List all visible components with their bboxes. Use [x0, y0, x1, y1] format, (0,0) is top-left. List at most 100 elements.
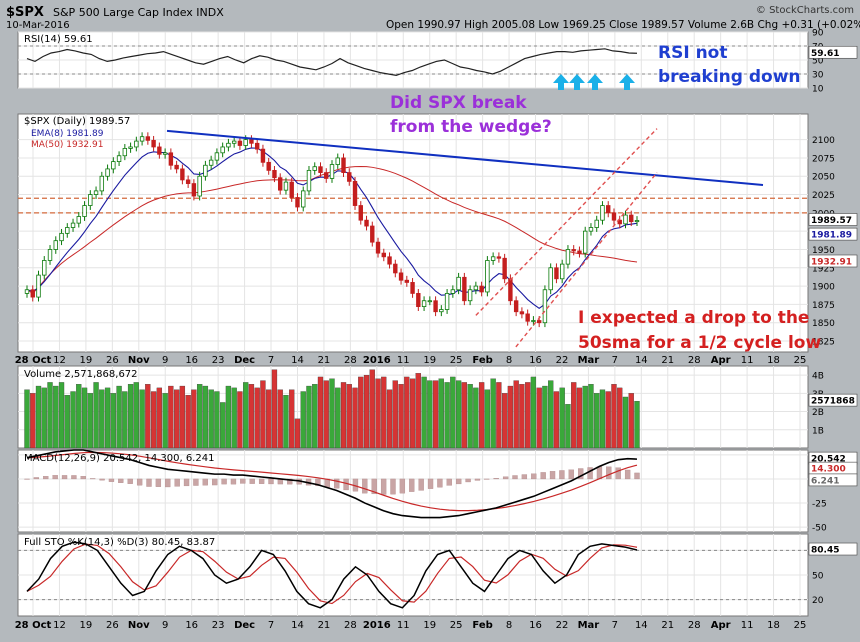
- candle-body: [439, 309, 444, 313]
- x-tick-label: Dec: [234, 355, 255, 366]
- ema-value-label: 1981.89: [811, 231, 852, 241]
- candle-body: [617, 219, 622, 225]
- volume-bar: [300, 391, 306, 449]
- candle-body: [289, 181, 294, 198]
- volume-bar: [375, 378, 381, 449]
- x-tick-label: 7: [268, 620, 274, 631]
- volume-bar: [381, 376, 387, 449]
- up-arrow-icon: [619, 74, 635, 90]
- x-tick-label: 18: [767, 355, 780, 366]
- volume-bar: [444, 382, 450, 449]
- volume-bar: [363, 374, 370, 449]
- x-tick-label: 12: [53, 355, 66, 366]
- x-tick-label: 28: [688, 620, 701, 631]
- volume-bar: [110, 393, 116, 449]
- macd-histogram-bar: [315, 478, 321, 487]
- x-tick-label: 25: [794, 355, 807, 366]
- candle-body: [208, 159, 214, 166]
- macd-histogram-bar: [221, 478, 227, 485]
- volume-bar: [220, 402, 226, 449]
- volume-bar: [196, 384, 203, 449]
- candle-body: [47, 249, 53, 261]
- volume-bar: [64, 395, 70, 449]
- candle-body: [65, 227, 70, 234]
- macd-histogram-bar: [334, 478, 340, 489]
- volume-bar: [553, 391, 560, 449]
- price-value-label: 1989.57: [811, 216, 852, 226]
- candle-body: [588, 227, 594, 232]
- x-tick-label: 7: [612, 620, 618, 631]
- volume-bar: [87, 393, 93, 449]
- candle-body: [370, 225, 375, 243]
- volume-bar: [455, 380, 462, 449]
- candle-body: [634, 220, 640, 223]
- x-tick-label: Mar: [578, 355, 600, 366]
- x-tick-label: 19: [423, 355, 436, 366]
- candle-body: [577, 250, 582, 254]
- x-tick-label: Nov: [128, 620, 150, 631]
- y-tick-label: 1950: [812, 246, 835, 256]
- candle-body: [151, 139, 156, 148]
- rsi-line: [26, 48, 638, 77]
- candle-body: [387, 256, 392, 265]
- macd-histogram-bar: [24, 478, 30, 480]
- candle-body: [611, 212, 617, 221]
- y-tick-label: 30: [812, 71, 824, 81]
- candle-body: [30, 289, 35, 298]
- volume-bar: [122, 391, 128, 449]
- volume-bar: [185, 395, 191, 449]
- candle-body: [444, 293, 450, 310]
- x-tick-label: 28 Oct: [15, 355, 52, 366]
- volume-bar: [317, 376, 324, 449]
- up-arrow-icon: [587, 74, 603, 90]
- volume-bar: [622, 396, 629, 449]
- candle-body: [462, 276, 467, 302]
- candle-body: [398, 272, 404, 281]
- candle-body: [237, 140, 243, 146]
- candle-body: [53, 240, 58, 250]
- volume-bar: [392, 380, 398, 449]
- candle-body: [473, 285, 479, 291]
- volume-bar: [346, 384, 352, 449]
- volume-bar: [145, 384, 151, 449]
- volume-bar: [542, 385, 548, 449]
- volume-bar: [605, 391, 611, 449]
- macd-histogram-bar: [33, 477, 40, 480]
- volume-bar: [254, 387, 260, 449]
- volume-bar: [104, 387, 111, 449]
- y-tick-label: 2025: [812, 191, 835, 201]
- candle-body: [214, 152, 220, 161]
- volume-bar: [162, 393, 168, 449]
- candle-body: [283, 181, 289, 191]
- volume-bar: [47, 382, 53, 449]
- candle-body: [145, 136, 151, 141]
- volume-bar: [484, 389, 491, 449]
- volume-bar: [473, 387, 479, 449]
- y-tick-label: 1825: [812, 338, 835, 348]
- macd-histogram-bar: [456, 478, 462, 485]
- volume-bar: [58, 382, 65, 449]
- macd-histogram-bar: [193, 478, 199, 486]
- candle-body: [36, 274, 41, 298]
- macd-signal-line: [26, 451, 638, 512]
- x-tick-label: 21: [661, 355, 674, 366]
- candle-body: [162, 152, 168, 155]
- candle-body: [364, 219, 369, 227]
- volume-bar: [369, 369, 375, 449]
- candle-body: [220, 146, 225, 154]
- macd-histogram-bar: [606, 466, 612, 480]
- macd-histogram-bar: [380, 478, 387, 495]
- macd-histogram-bar: [146, 478, 152, 487]
- stochastic-value-label-box: [808, 542, 858, 556]
- volume-bar: [415, 373, 421, 449]
- x-tick-label: 7: [612, 355, 618, 366]
- y-tick-label: 1925: [812, 264, 835, 274]
- candle-body: [519, 311, 525, 315]
- x-tick-label: 16: [529, 620, 542, 631]
- macd-histogram-bar: [615, 467, 621, 480]
- volume-bar: [133, 382, 139, 449]
- macd-histogram-bar: [165, 478, 171, 488]
- candle-body: [571, 249, 576, 252]
- volume-bar: [231, 387, 237, 449]
